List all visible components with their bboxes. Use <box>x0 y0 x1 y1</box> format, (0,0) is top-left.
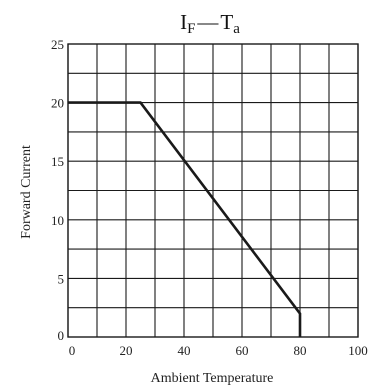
x-tick-label: 60 <box>236 343 249 358</box>
title-subscript-forward: F <box>187 21 195 37</box>
tick-layer: 0 20 40 60 80 100 0 5 10 15 20 25 <box>51 37 368 358</box>
x-tick-label: 20 <box>120 343 133 358</box>
y-tick-label: 20 <box>51 96 64 111</box>
title-separator: — <box>196 10 219 34</box>
title-subscript-ambient: a <box>233 21 240 37</box>
title-symbol-current: I <box>180 10 187 34</box>
plot-frame <box>67 43 359 338</box>
title-symbol-temperature: T <box>220 10 233 34</box>
grid-layer <box>67 43 359 338</box>
x-tick-label: 0 <box>69 343 76 358</box>
derating-curve <box>68 101 302 337</box>
x-tick-label: 100 <box>348 343 368 358</box>
x-axis-label: Ambient Temperature <box>151 371 274 386</box>
y-tick-label: 5 <box>58 271 65 286</box>
y-tick-label: 15 <box>51 154 64 169</box>
y-tick-label: 0 <box>58 328 65 343</box>
y-axis-label: Forward Current <box>19 145 34 239</box>
chart-title: IF—Ta <box>180 10 240 37</box>
x-tick-label: 80 <box>294 343 307 358</box>
x-tick-label: 40 <box>178 343 191 358</box>
series-layer <box>68 101 302 337</box>
y-tick-label: 25 <box>51 37 64 52</box>
y-tick-label: 10 <box>51 213 64 228</box>
